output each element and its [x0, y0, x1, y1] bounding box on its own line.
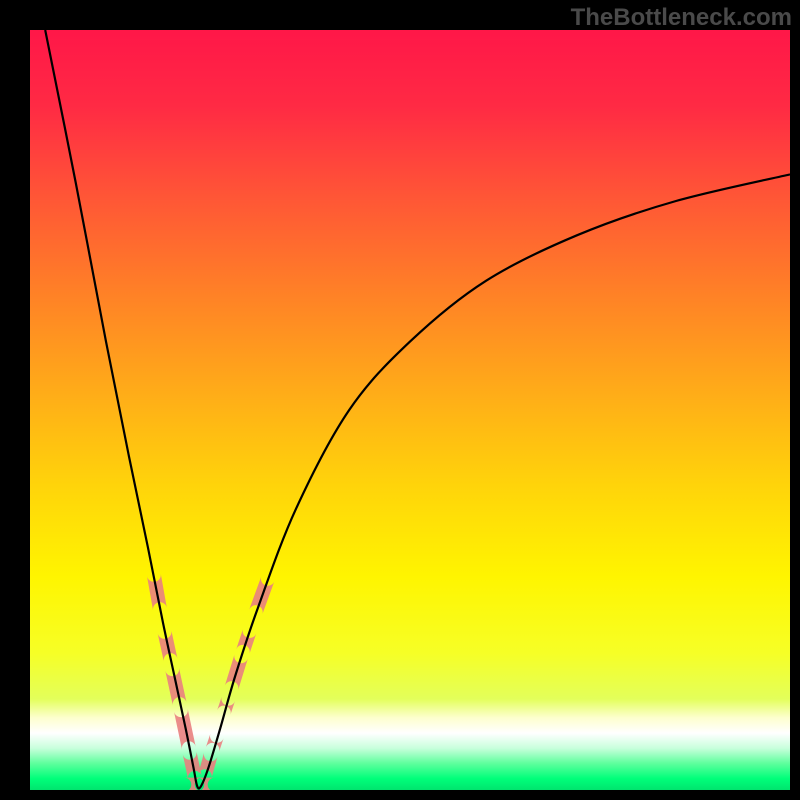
plot-gradient-background	[30, 30, 790, 790]
bottleneck-curve-chart	[0, 0, 800, 800]
watermark-label: TheBottleneck.com	[571, 4, 792, 32]
chart-frame: TheBottleneck.com	[0, 0, 800, 800]
